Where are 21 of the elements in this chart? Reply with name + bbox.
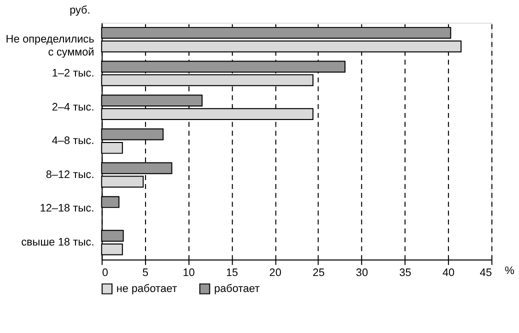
- x-tick-label: 20: [269, 266, 282, 279]
- x-tick-label: 0: [102, 266, 108, 279]
- y-tick-label: Не определились с суммой: [6, 34, 95, 58]
- y-tick-label: 12–18 тыс.: [40, 202, 94, 215]
- y-tick-label: 2–4 тыс.: [52, 101, 94, 114]
- y-tick-label: 4–8 тыс.: [52, 135, 94, 148]
- y-axis-title: руб.: [70, 4, 90, 16]
- x-tick-label: 10: [182, 266, 195, 279]
- y-tick-label: 8–12 тыс.: [46, 168, 94, 181]
- y-tick-label: 1–2 тыс.: [52, 67, 94, 80]
- x-tick-label: 45: [480, 266, 492, 279]
- x-tick-label: 5: [142, 266, 148, 279]
- x-axis-title: %: [504, 264, 515, 277]
- x-tick-label: 40: [442, 266, 455, 279]
- y-tick-label: свыше 18 тыс.: [21, 236, 94, 249]
- x-tick-label: 30: [356, 266, 368, 279]
- legend-label: работает: [214, 282, 260, 295]
- x-tick-label: 15: [226, 266, 238, 279]
- x-tick-label: 25: [312, 266, 325, 279]
- x-tick-label: 35: [399, 266, 412, 279]
- legend-label: не работает: [116, 282, 178, 295]
